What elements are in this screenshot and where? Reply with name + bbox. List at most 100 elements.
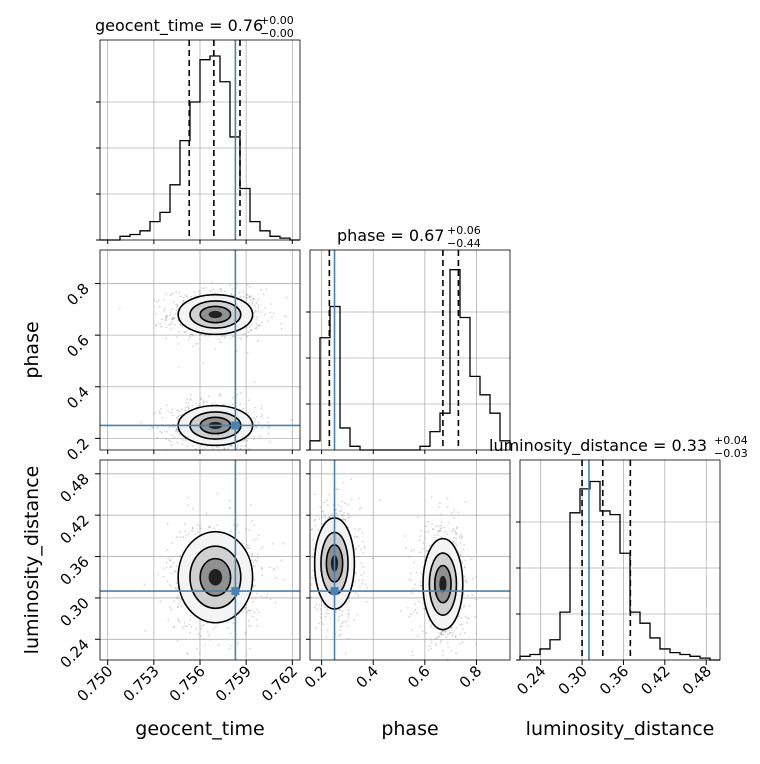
sample-point: [357, 529, 360, 531]
sample-point: [257, 534, 260, 537]
sample-point: [312, 569, 314, 572]
sample-point: [461, 562, 464, 565]
sample-point: [218, 644, 220, 646]
sample-point: [419, 551, 422, 554]
sample-point: [178, 291, 181, 294]
sample-point: [165, 326, 168, 329]
sample-point: [404, 535, 406, 537]
sample-point: [260, 407, 263, 410]
sample-point: [261, 413, 263, 416]
sample-point: [208, 526, 211, 529]
sample-point: [186, 295, 188, 298]
sample-point: [449, 631, 451, 634]
sample-point: [196, 342, 199, 345]
sample-point: [220, 288, 223, 290]
sample-point: [170, 440, 172, 443]
sample-point: [185, 331, 188, 333]
sample-point: [199, 525, 202, 528]
sample-point: [347, 612, 350, 615]
sample-point: [186, 653, 189, 655]
sample-point: [431, 523, 433, 525]
sample-point: [179, 554, 182, 557]
sample-point: [224, 337, 227, 339]
sample-point: [312, 548, 315, 551]
sample-point: [245, 653, 248, 655]
sample-point: [363, 572, 366, 574]
sample-point: [203, 399, 206, 402]
sample-point: [246, 439, 249, 442]
sample-point: [238, 291, 241, 294]
sample-point: [178, 531, 181, 534]
sample-point: [444, 630, 447, 633]
sample-point: [348, 600, 351, 603]
sample-point: [170, 411, 173, 414]
sample-point: [327, 504, 329, 507]
sample-point: [170, 585, 173, 587]
svg-text:luminosity_distance = 0.33: luminosity_distance = 0.33: [489, 436, 707, 456]
sample-point: [242, 291, 244, 293]
sample-point: [153, 299, 156, 301]
sample-point: [425, 632, 428, 634]
sample-point: [440, 529, 442, 532]
sample-point: [175, 336, 178, 338]
sample-point: [320, 621, 323, 624]
sample-point: [471, 594, 474, 597]
sample-point: [253, 523, 256, 526]
sample-point: [448, 632, 451, 635]
sample-point: [259, 435, 262, 438]
sample-point: [410, 550, 413, 552]
sample-point: [191, 444, 194, 447]
sample-point: [458, 633, 461, 636]
sample-point: [429, 645, 431, 648]
sample-point: [404, 547, 407, 550]
sample-point: [156, 426, 159, 429]
sample-point: [456, 526, 459, 529]
sample-point: [328, 516, 331, 519]
sample-point: [160, 407, 163, 410]
sample-point: [171, 318, 174, 321]
sample-point: [339, 510, 341, 512]
sample-point: [411, 654, 414, 657]
x-tick-label: 0.24: [513, 662, 549, 698]
sample-point: [260, 595, 263, 598]
sample-point: [230, 293, 233, 295]
sample-point: [212, 288, 215, 291]
sample-point: [173, 600, 176, 603]
sample-point: [226, 626, 229, 629]
sample-point: [249, 647, 251, 650]
sample-point: [211, 447, 214, 450]
sample-point: [446, 641, 449, 644]
sample-point: [177, 605, 180, 608]
sample-point: [196, 647, 198, 650]
sample-point: [156, 436, 159, 439]
sample-point: [198, 293, 201, 296]
sample-point: [254, 327, 257, 330]
sample-point: [154, 412, 156, 414]
sample-point: [267, 421, 270, 423]
sample-point: [176, 306, 179, 308]
sample-point: [174, 570, 177, 573]
sample-point: [459, 623, 461, 626]
sample-point: [199, 527, 202, 530]
sample-point: [366, 587, 369, 589]
sample-point: [360, 548, 362, 551]
sample-point: [181, 439, 184, 441]
sample-point: [450, 650, 453, 652]
sample-point: [253, 423, 256, 425]
sample-point: [191, 526, 194, 529]
sample-point: [354, 548, 357, 551]
sample-point: [445, 635, 448, 638]
sample-point: [155, 324, 158, 326]
sample-point: [463, 631, 466, 634]
sample-point: [237, 337, 240, 339]
sample-point: [232, 335, 235, 338]
svg-text:−0.00: −0.00: [260, 27, 294, 40]
sample-point: [140, 421, 143, 424]
sample-point: [422, 542, 425, 544]
sample-point: [439, 527, 442, 530]
sample-point: [255, 326, 258, 329]
sample-point: [164, 318, 167, 321]
sample-point: [413, 561, 416, 564]
sample-point: [172, 318, 175, 320]
sample-point: [183, 523, 186, 525]
